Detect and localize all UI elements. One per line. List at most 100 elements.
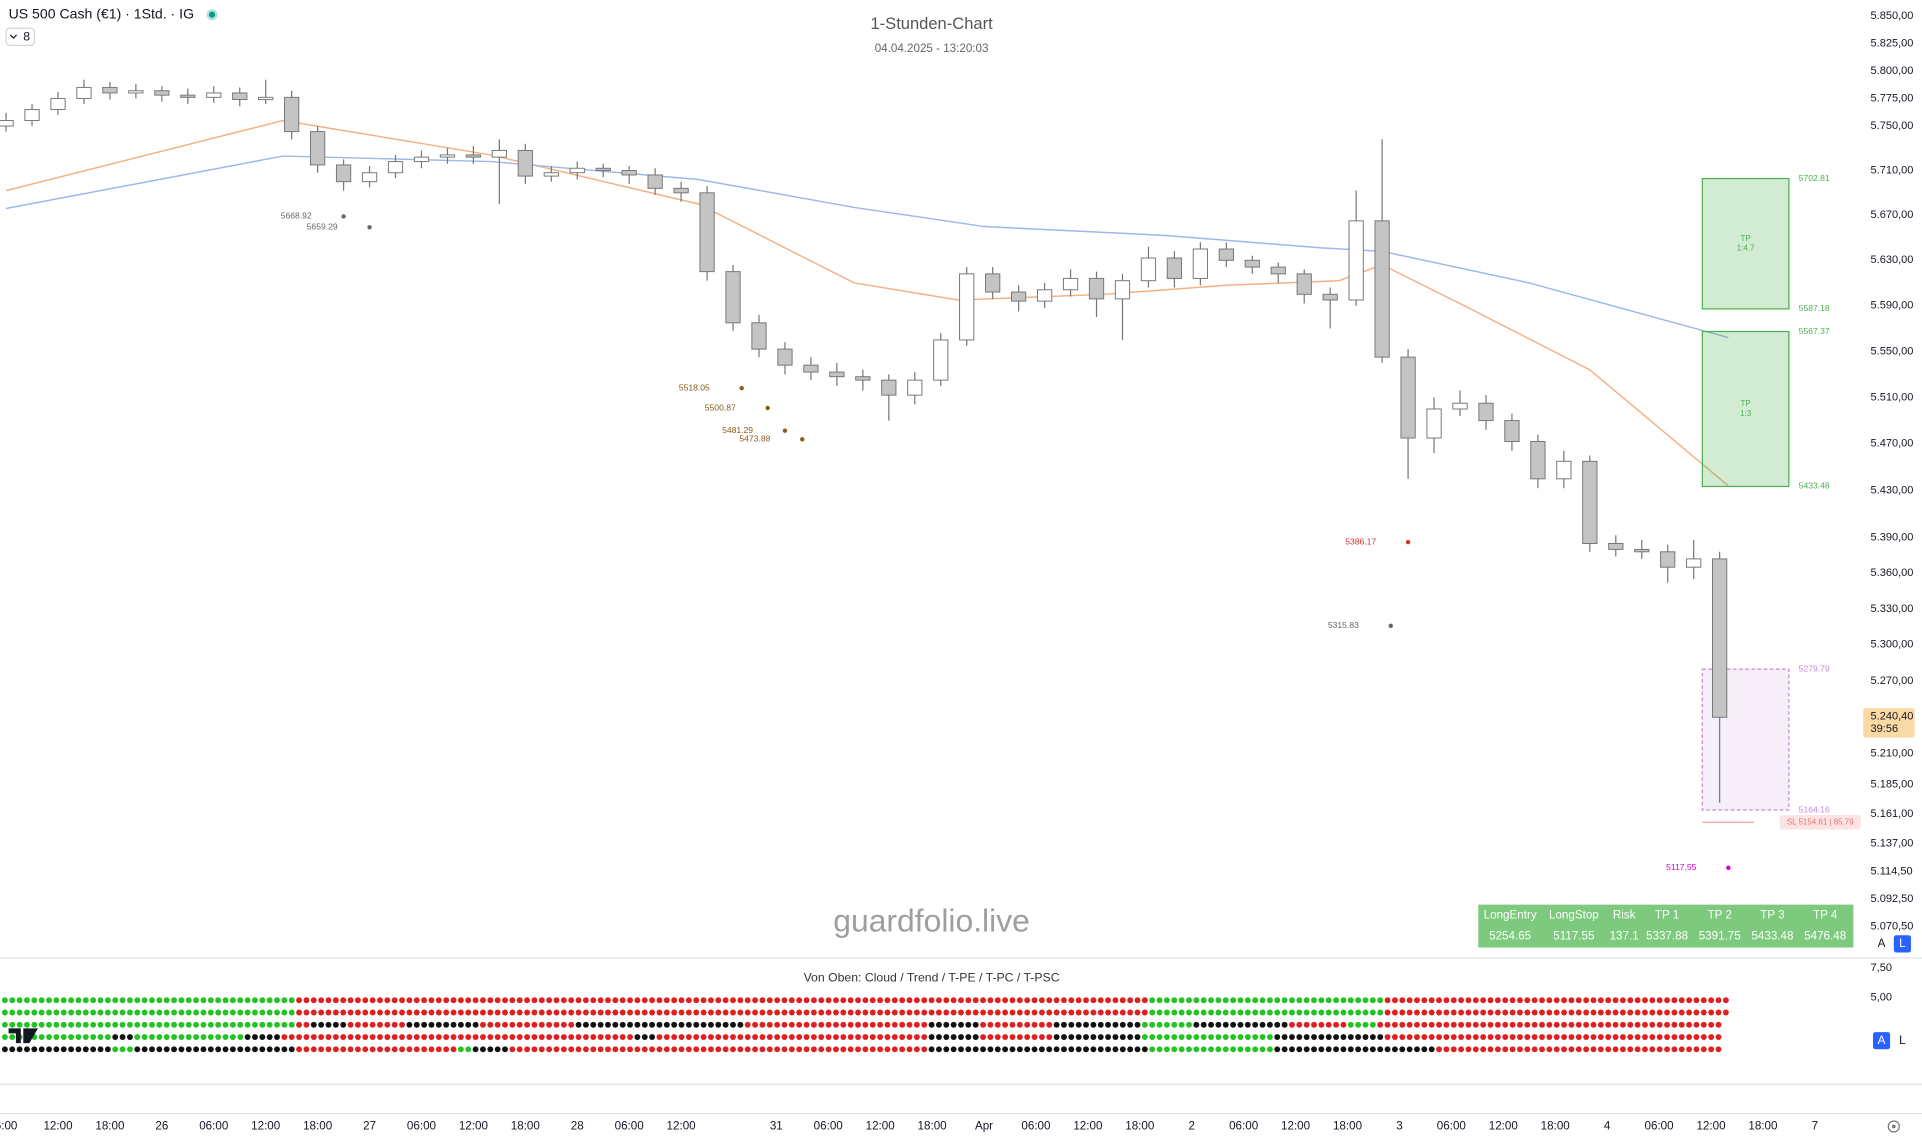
signal-dot <box>281 1021 288 1028</box>
signal-dot <box>1053 1046 1060 1053</box>
signal-dot <box>1597 1009 1604 1016</box>
signal-dot <box>972 1021 979 1028</box>
signal-dot <box>178 1034 185 1040</box>
signal-dot <box>708 997 714 1004</box>
signal-dot <box>1244 1021 1251 1028</box>
signal-dot <box>149 1009 155 1016</box>
signal-dot <box>516 1034 523 1040</box>
signal-dot <box>641 1034 648 1040</box>
signal-dot <box>605 1034 611 1040</box>
signal-dot <box>663 1046 670 1053</box>
signal-dot <box>1509 1021 1516 1028</box>
signal-dot <box>1002 1009 1009 1016</box>
signal-dot <box>855 1021 861 1028</box>
signal-dot <box>222 1046 229 1053</box>
signal-dot <box>200 1046 207 1053</box>
table-value: 5433.48 <box>1751 930 1793 943</box>
signal-dot <box>641 1009 648 1016</box>
signal-dot <box>119 1046 126 1053</box>
signal-dot <box>678 1034 685 1040</box>
signal-dot <box>943 1021 950 1028</box>
signal-dot <box>1340 1009 1347 1016</box>
signal-dot <box>1597 1034 1604 1040</box>
signal-dot <box>1259 997 1266 1004</box>
signal-dot <box>906 1046 913 1053</box>
signal-dot <box>237 1021 244 1028</box>
signal-dot <box>178 997 185 1004</box>
signal-dot <box>1634 1009 1641 1016</box>
signal-dot <box>487 1034 494 1040</box>
signal-dot <box>274 1009 280 1016</box>
scale-button[interactable]: A <box>1878 1034 1886 1047</box>
status-dot <box>208 11 216 18</box>
signal-dot <box>855 997 861 1004</box>
target-box <box>1701 668 1790 811</box>
signal-dot <box>1575 997 1582 1004</box>
candle-body <box>907 379 923 396</box>
signal-dot <box>730 1009 736 1016</box>
signal-dot <box>296 1034 303 1040</box>
candle-body <box>154 90 170 96</box>
signal-dot <box>582 1009 589 1016</box>
signal-dot <box>1222 1021 1229 1028</box>
signal-dot <box>1546 1046 1553 1053</box>
signal-dot <box>1178 1021 1185 1028</box>
candle-body <box>284 96 300 133</box>
signal-dot <box>744 997 751 1004</box>
signal-dot <box>1553 1034 1560 1040</box>
signal-dot <box>1193 1034 1200 1040</box>
signal-dot <box>1517 1021 1523 1028</box>
signal-dot <box>1237 1034 1244 1040</box>
signal-dot <box>560 1034 567 1040</box>
scale-button[interactable]: L <box>1899 937 1906 950</box>
signal-dot <box>171 1046 178 1053</box>
signal-dot <box>1436 1046 1442 1053</box>
signal-dot <box>369 1046 376 1053</box>
signal-dot <box>391 1046 398 1053</box>
signal-dot <box>1127 997 1134 1004</box>
signal-dot <box>1494 1034 1501 1040</box>
signal-dot <box>1686 1009 1693 1016</box>
signal-dot <box>1612 997 1619 1004</box>
scale-button-bg[interactable] <box>1872 1032 1891 1050</box>
signal-dot <box>649 1009 656 1016</box>
signal-dot <box>141 1009 148 1016</box>
scale-button[interactable]: A <box>1878 937 1886 950</box>
table-value: 137.1 <box>1610 930 1639 943</box>
scale-button[interactable]: L <box>1899 1034 1906 1047</box>
signal-dot <box>90 1009 97 1016</box>
signal-dot <box>1215 997 1222 1004</box>
signal-dot <box>869 1034 876 1040</box>
scale-button-bg[interactable] <box>1893 935 1911 953</box>
signal-dot <box>428 1046 435 1053</box>
signal-dot <box>377 1009 383 1016</box>
table-header: TP 3 <box>1760 909 1784 922</box>
candle-body <box>1322 293 1338 301</box>
signal-dot <box>619 1021 626 1028</box>
interval-menu-label[interactable]: 8 <box>23 30 30 44</box>
signal-dot <box>413 997 420 1004</box>
interval-menu[interactable] <box>5 27 35 46</box>
signal-dot <box>185 1009 192 1016</box>
signal-dot <box>1708 1034 1715 1040</box>
signal-dot <box>744 1034 751 1040</box>
settings-icon[interactable] <box>1887 1120 1900 1133</box>
y-tick-label: 5.210,00 <box>1871 748 1914 760</box>
signal-dot <box>443 997 450 1004</box>
signal-dot <box>1693 997 1700 1004</box>
signal-dot <box>899 997 906 1004</box>
signal-dot <box>1384 1009 1391 1016</box>
signal-dot <box>215 1009 222 1016</box>
signal-dot <box>24 997 30 1004</box>
signal-dot <box>1002 1046 1009 1053</box>
signal-dot <box>1105 1046 1112 1053</box>
signal-dot <box>244 1046 251 1053</box>
signal-dot <box>149 1034 155 1040</box>
signal-dot <box>126 1021 133 1028</box>
signal-dot <box>325 1034 332 1040</box>
signal-dot <box>362 1021 369 1028</box>
signal-dot <box>75 997 82 1004</box>
signal-dot <box>833 997 839 1004</box>
signal-dot <box>68 1021 75 1028</box>
